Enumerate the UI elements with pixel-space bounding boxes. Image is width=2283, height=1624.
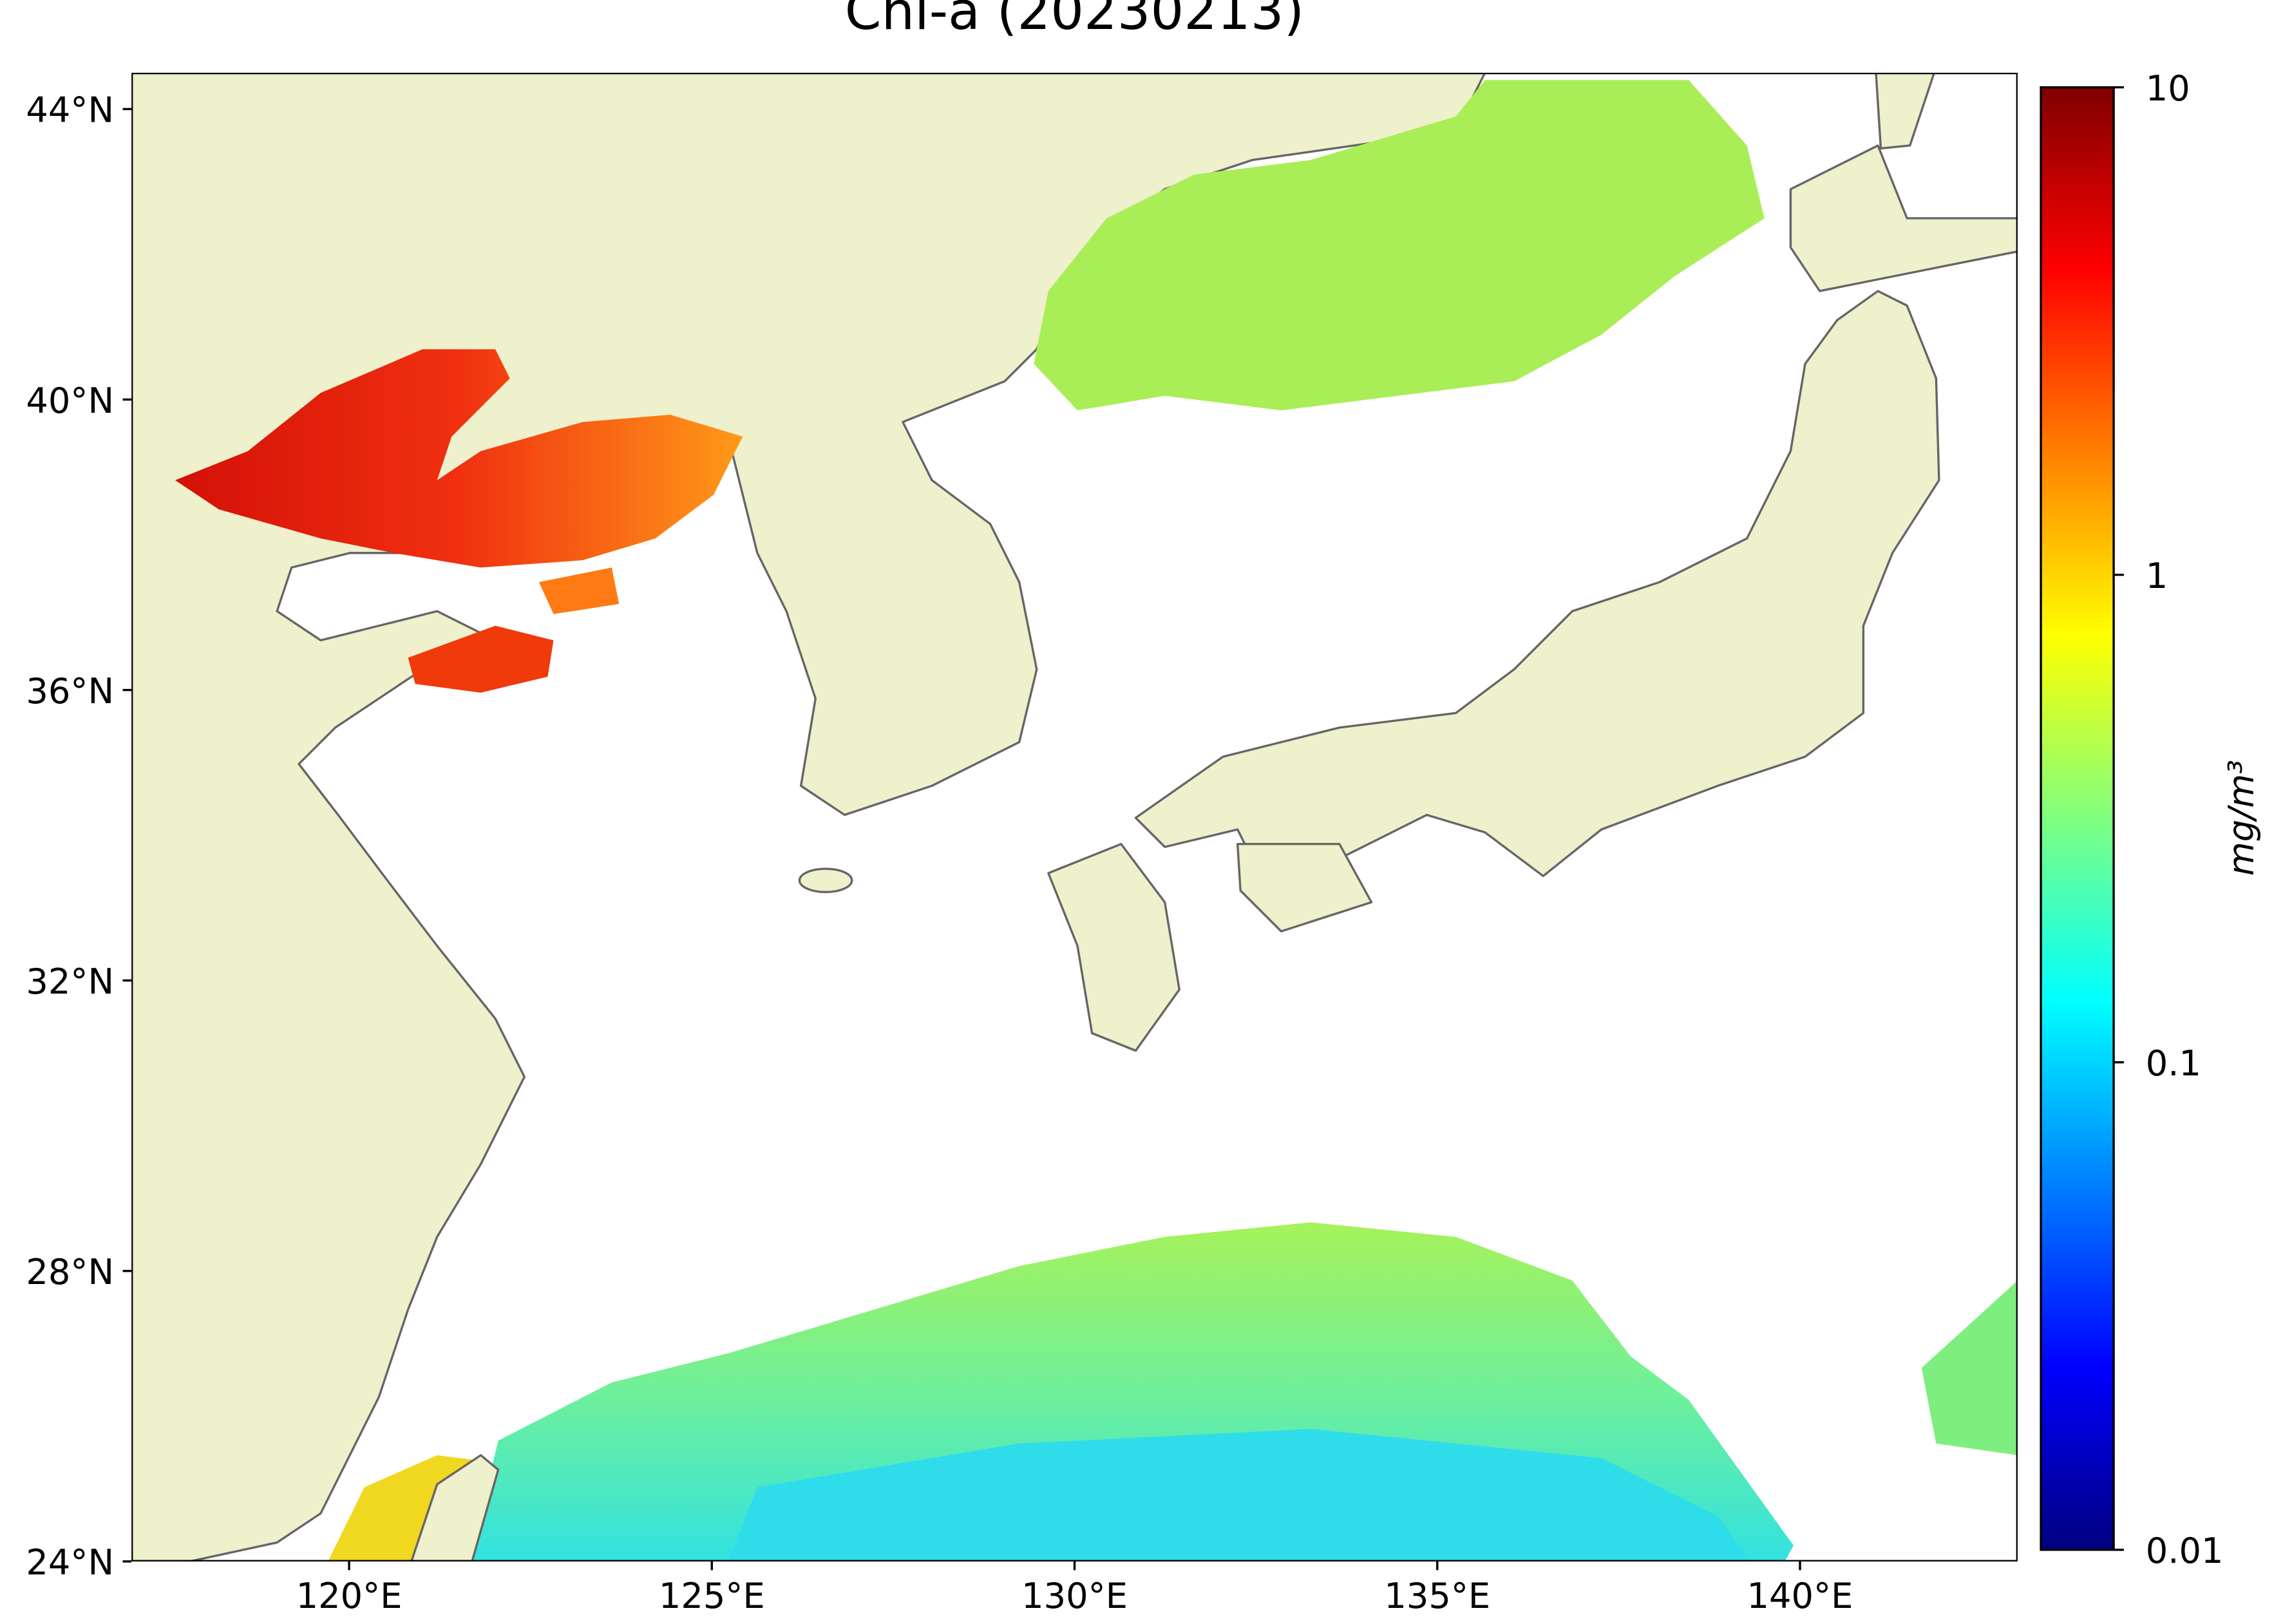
chart-title: Chl-a (20230213): [845, 0, 1305, 42]
land-kyushu: [1047, 843, 1180, 1052]
map: [131, 72, 2018, 1562]
chl-japan-sea: [1034, 80, 1765, 411]
x-tick-label: 135°E: [1384, 1576, 1490, 1616]
y-tick-label: 28°N: [26, 1252, 114, 1292]
x-tick-label: 130°E: [1021, 1576, 1128, 1616]
colorbar-label: mg/m³: [2221, 760, 2262, 876]
chl-bohai: [175, 349, 743, 568]
land-hokkaido: [1789, 144, 2018, 292]
land-sakhalin: [1875, 72, 1936, 150]
chl-bay: [538, 567, 620, 614]
land-shikoku: [1236, 843, 1373, 933]
x-tick-label: 120°E: [296, 1576, 403, 1616]
land-jeju: [798, 867, 853, 893]
x-tick-label: 125°E: [659, 1576, 765, 1616]
colorbar-tick-label: 0.01: [2146, 1531, 2224, 1571]
y-tick-label: 24°N: [26, 1542, 114, 1583]
y-tick-label: 32°N: [26, 961, 114, 1002]
x-tick-label: 140°E: [1747, 1576, 1853, 1616]
colorbar: [2040, 86, 2115, 1551]
colorbar-tick-label: 0.1: [2146, 1043, 2201, 1084]
y-tick-label: 36°N: [26, 671, 114, 712]
y-tick-label: 40°N: [26, 381, 114, 421]
colorbar-tick-label: 10: [2146, 68, 2190, 109]
land-taiwan: [410, 1454, 500, 1562]
chl-yellow-sea: [408, 625, 554, 693]
colorbar-tick-label: 1: [2146, 556, 2168, 596]
chl-east: [1921, 1280, 2018, 1455]
y-tick-label: 44°N: [26, 90, 114, 131]
chl-pacific-low: [728, 1429, 1750, 1562]
